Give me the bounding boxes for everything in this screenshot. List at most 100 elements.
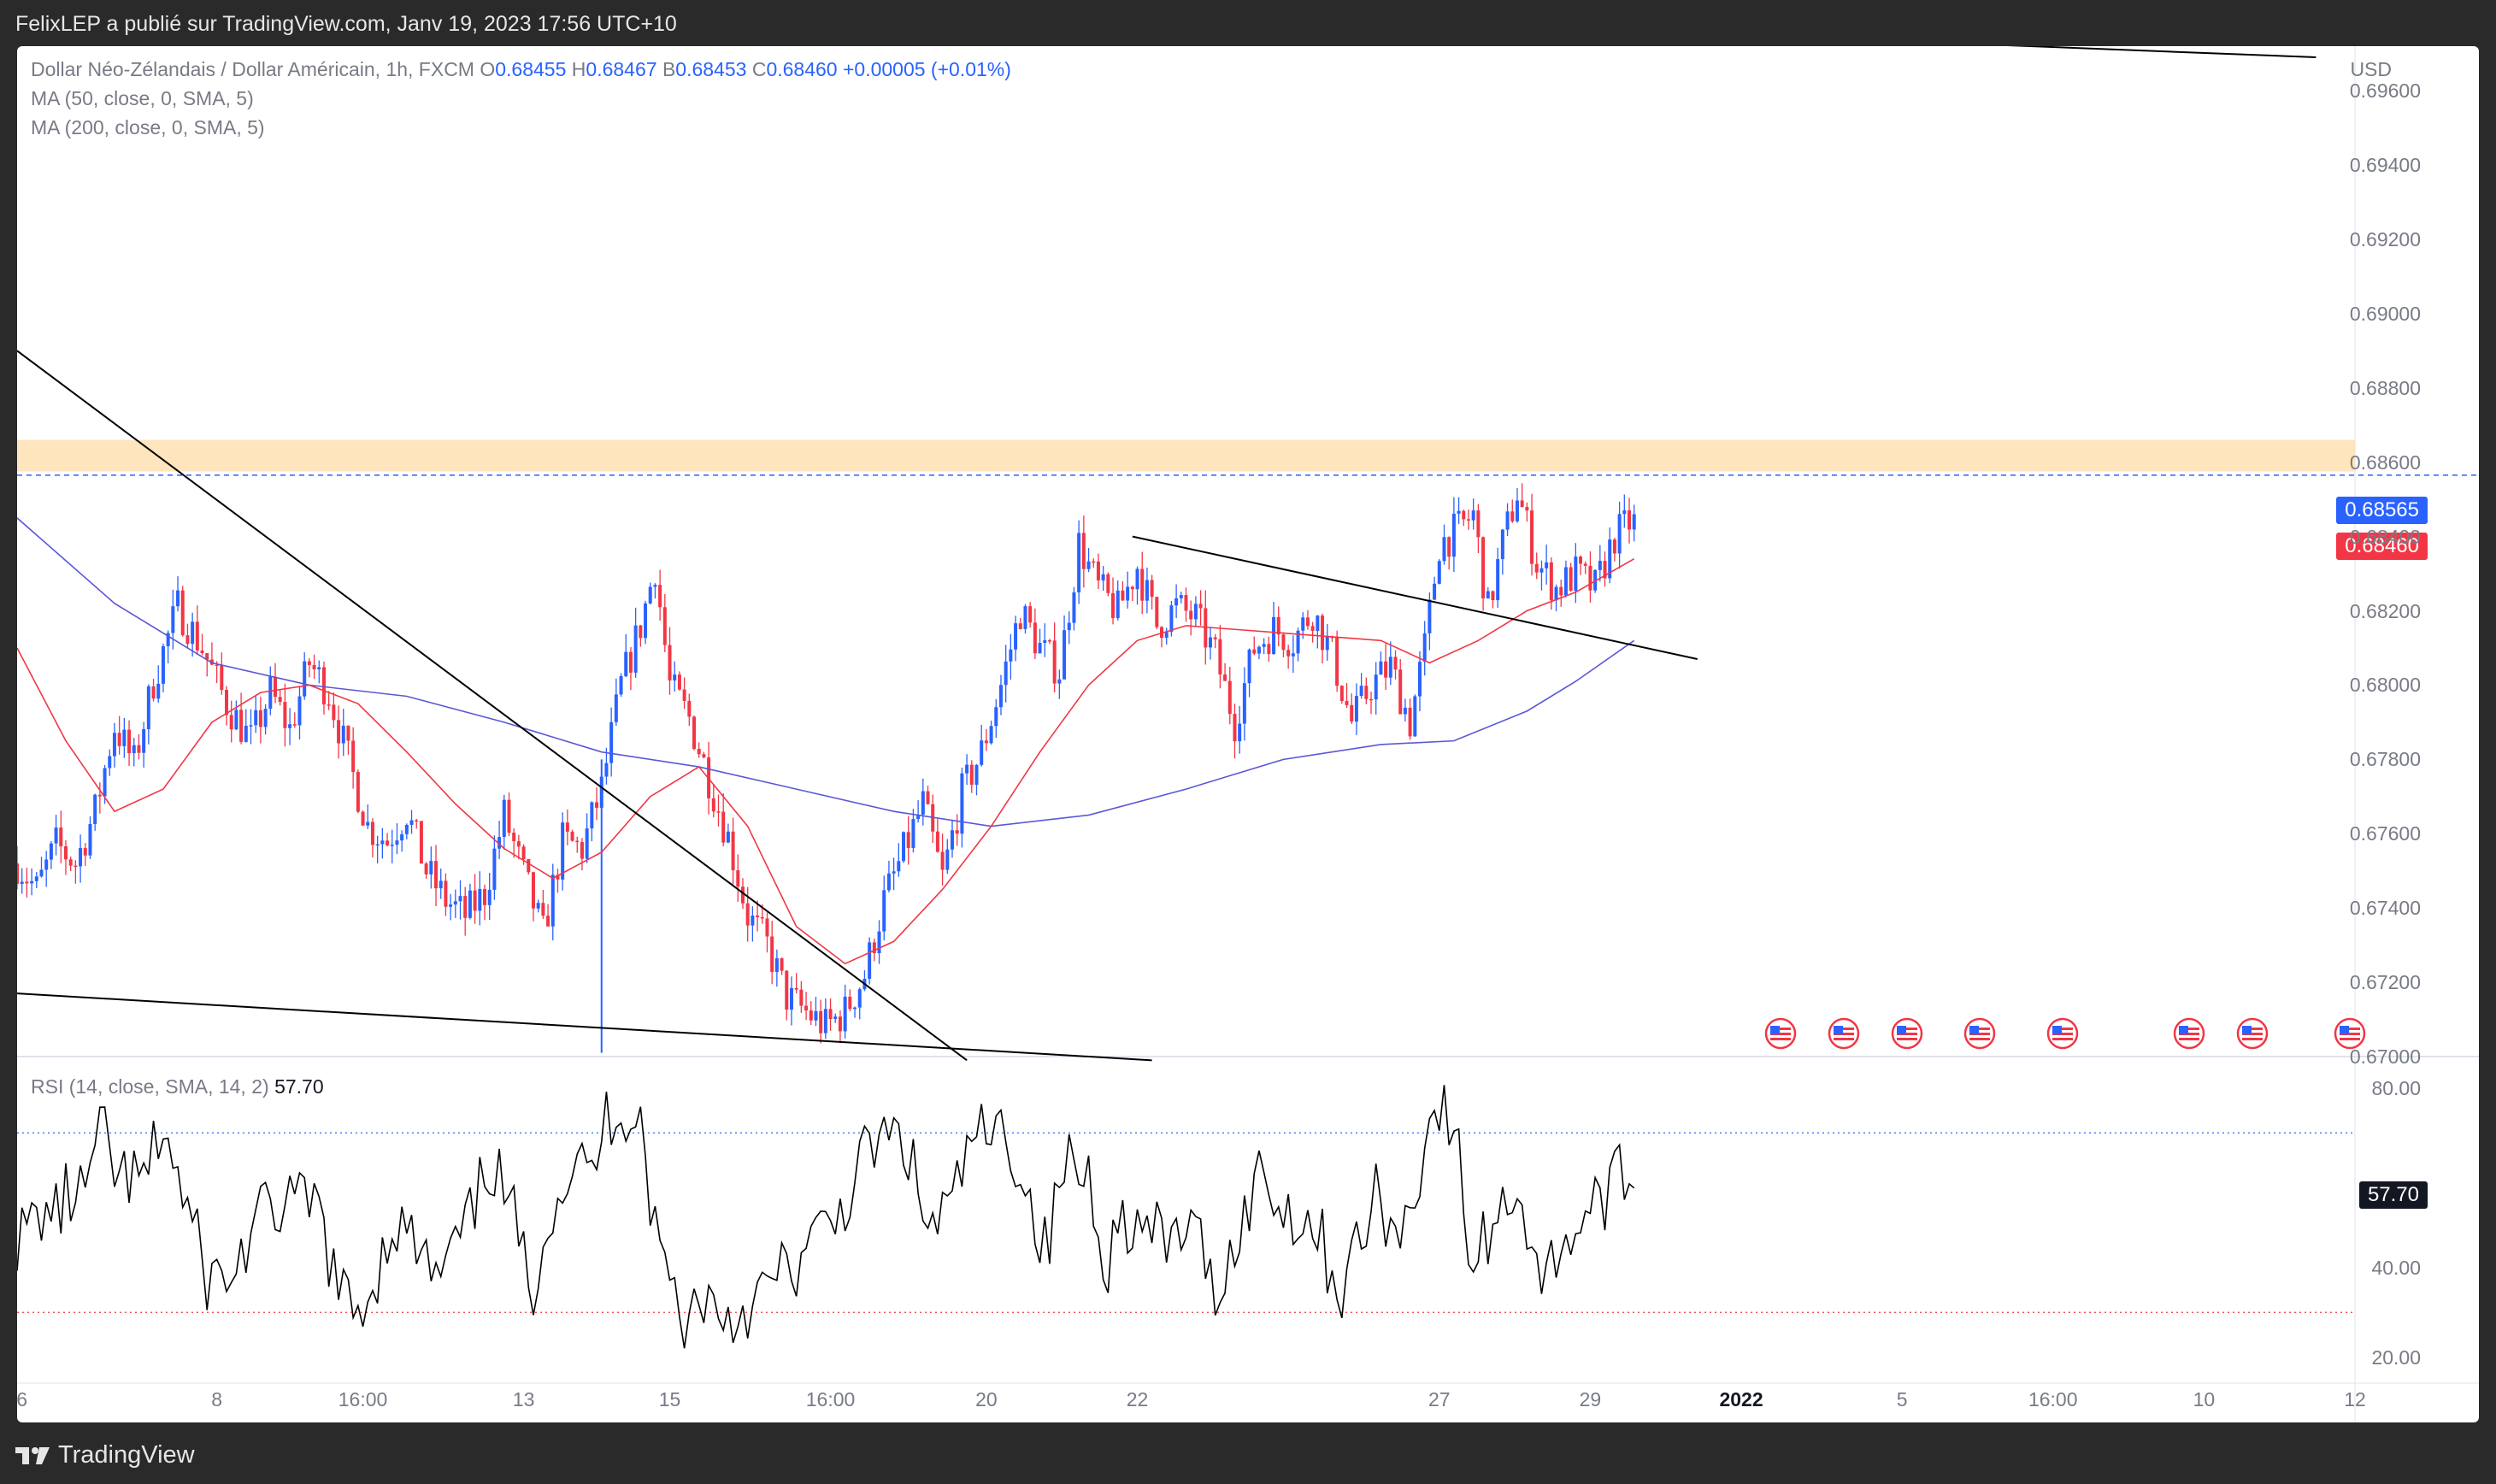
candle-down	[1559, 586, 1563, 596]
us-flag-icon[interactable]	[2173, 1017, 2205, 1050]
candle-down	[1408, 707, 1412, 737]
candle-up	[453, 901, 457, 905]
us-flag-icon[interactable]	[2334, 1017, 2366, 1050]
time-tick-label: 29	[1579, 1388, 1602, 1410]
candle-up	[536, 903, 540, 909]
candle-down	[512, 833, 516, 842]
ma200-legend[interactable]: MA (200, close, 0, SMA, 5)	[31, 116, 265, 138]
candle-up	[1072, 592, 1076, 623]
candle-up	[1471, 510, 1475, 521]
candle-down	[356, 772, 360, 812]
candle-down	[346, 725, 350, 741]
high-value: 0.68467	[586, 58, 657, 80]
candle-up	[1413, 696, 1417, 737]
candle-up	[1296, 630, 1300, 654]
candle-down	[731, 831, 735, 871]
candle-up	[1174, 598, 1179, 606]
candle-up	[614, 694, 618, 722]
candle-up	[1622, 510, 1627, 515]
candle-down	[1628, 510, 1632, 530]
candle-up	[1354, 696, 1358, 722]
us-flag-icon[interactable]	[1963, 1017, 1996, 1050]
rsi-legend[interactable]: RSI (14, close, SMA, 14, 2) 57.70	[31, 1075, 324, 1098]
candle-up	[1077, 533, 1081, 592]
candle-up	[1272, 616, 1276, 655]
ma50-legend[interactable]: MA (50, close, 0, SMA, 5)	[31, 87, 254, 109]
candle-down	[955, 830, 959, 834]
candle-down	[1121, 590, 1125, 601]
candle-up	[1316, 615, 1320, 632]
candle-up	[1608, 539, 1612, 579]
candle-up	[1262, 644, 1266, 647]
candle-up	[263, 709, 268, 727]
candle-up	[1500, 529, 1504, 560]
candle-up	[1563, 567, 1568, 596]
candle-down	[239, 710, 244, 742]
candle-down	[1525, 507, 1529, 511]
candle-up	[1359, 686, 1363, 697]
candle-up	[897, 861, 901, 872]
chart-panel[interactable]: Dollar Néo-Zélandais / Dollar Américain,…	[17, 46, 2479, 1422]
candle-down	[1276, 616, 1280, 635]
chart-canvas[interactable]	[17, 46, 2479, 1422]
candle-up	[624, 651, 628, 676]
candle-down	[580, 842, 584, 859]
price-tick-label: 0.67200	[2349, 971, 2421, 994]
candle-down	[1223, 674, 1227, 681]
us-flag-icon[interactable]	[2236, 1017, 2269, 1050]
candle-down	[292, 724, 297, 726]
candle-up	[458, 896, 462, 902]
candle-down	[185, 635, 190, 645]
us-flag-icon[interactable]	[2046, 1017, 2079, 1050]
candle-down	[809, 1010, 813, 1021]
candle-up	[1617, 514, 1622, 554]
candle-down	[1227, 680, 1232, 715]
candle-down	[1189, 610, 1193, 620]
tradingview-logo[interactable]: TradingView	[15, 1441, 195, 1469]
candle-down	[1184, 595, 1188, 611]
candle-down	[215, 664, 219, 667]
candle-up	[1433, 583, 1437, 600]
candle-down	[785, 970, 789, 1010]
candle-down	[668, 645, 672, 681]
us-flag-icon[interactable]	[1891, 1017, 1923, 1050]
last-price-tag: 0.68460	[2336, 533, 2428, 560]
candle-up	[1451, 513, 1456, 557]
candle-down	[1339, 686, 1344, 702]
candle-down	[419, 821, 423, 864]
rsi-value: 57.70	[274, 1075, 324, 1098]
candle-down	[17, 863, 19, 884]
candle-down	[1476, 510, 1481, 538]
candle-up	[88, 823, 92, 856]
candle-down	[1047, 639, 1051, 642]
us-flag-icon[interactable]	[1764, 1017, 1797, 1050]
candle-down	[1213, 637, 1217, 639]
candle-down	[794, 987, 798, 990]
candle-up	[1169, 605, 1174, 633]
candle-down	[327, 704, 331, 706]
candle-down	[926, 791, 930, 804]
time-tick-label: 12	[2344, 1388, 2366, 1410]
candle-down	[819, 1010, 823, 1034]
candle-down	[1398, 669, 1403, 715]
symbol-name: Dollar Néo-Zélandais / Dollar Américain,…	[31, 58, 474, 80]
candle-up	[502, 799, 506, 838]
candle-up	[751, 916, 755, 926]
trendline-upper-wedge-line	[1132, 535, 1698, 660]
bid-label: B	[662, 58, 676, 80]
candle-up	[375, 844, 380, 846]
candle-up	[911, 819, 915, 849]
candle-down	[1481, 537, 1486, 599]
candle-down	[575, 840, 580, 843]
candle-down	[736, 870, 740, 887]
candle-down	[780, 957, 784, 971]
publisher-text: FelixLEP a publié sur TradingView.com, J…	[15, 12, 677, 36]
candle-up	[1135, 568, 1139, 590]
candle-down	[516, 841, 521, 847]
candle-down	[1218, 639, 1222, 675]
candle-down	[1233, 714, 1237, 742]
us-flag-icon[interactable]	[1828, 1017, 1860, 1050]
candle-down	[1520, 500, 1524, 508]
candle-up	[1379, 661, 1383, 675]
candle-down	[321, 667, 326, 705]
